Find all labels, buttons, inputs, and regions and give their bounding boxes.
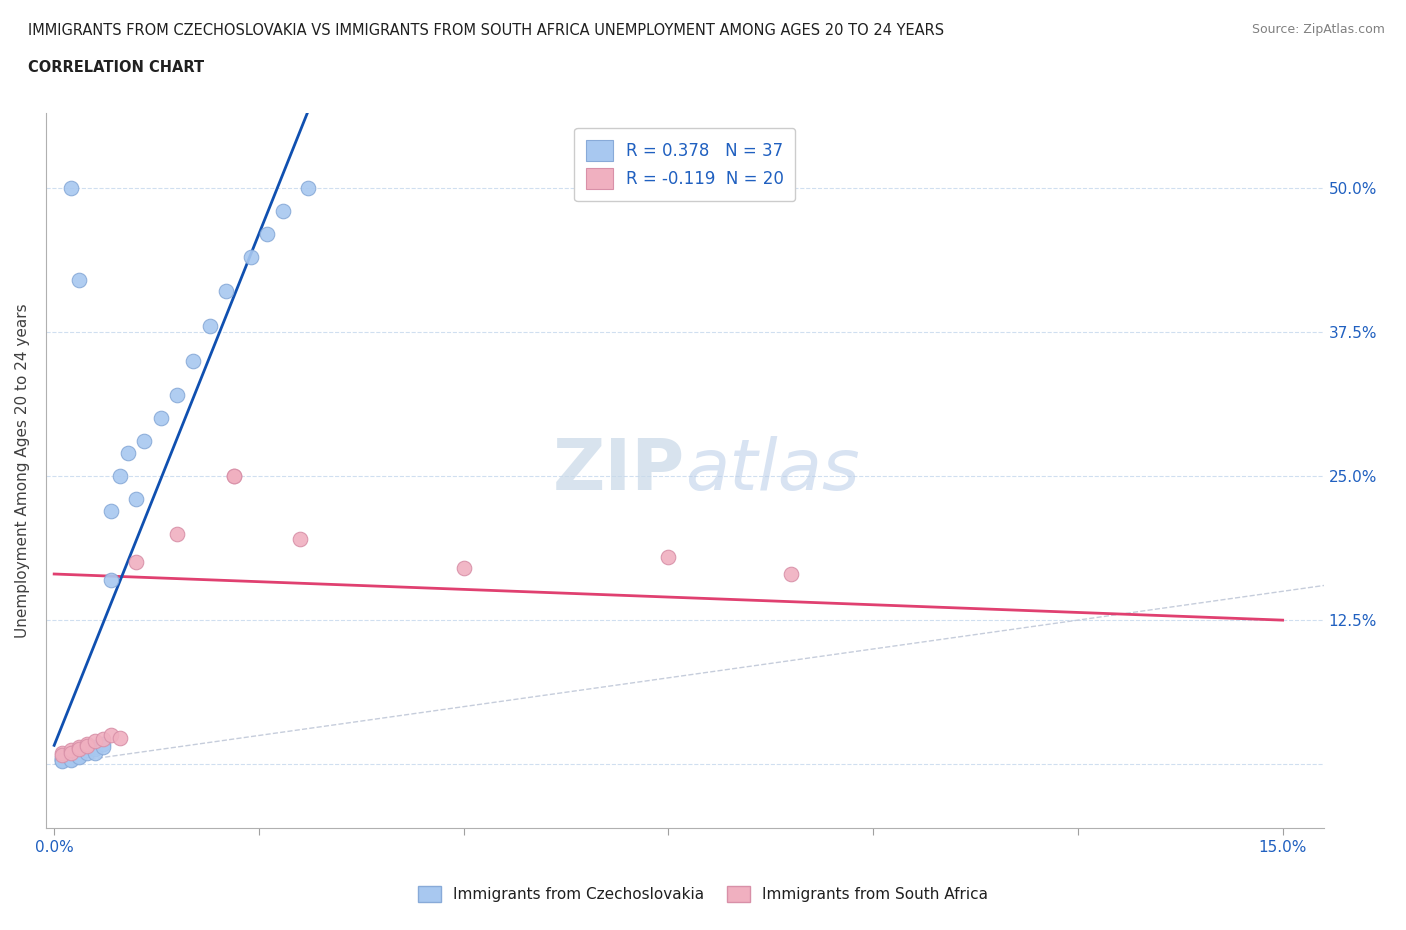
- Point: [108, 469, 131, 484]
- Point: [183, 353, 205, 368]
- Point: [100, 728, 122, 743]
- Text: CORRELATION CHART: CORRELATION CHART: [28, 60, 204, 75]
- Point: [453, 561, 475, 576]
- Point: [51, 745, 73, 760]
- Point: [84, 742, 107, 757]
- Point: [76, 743, 98, 758]
- Point: [51, 748, 73, 763]
- Point: [256, 226, 278, 241]
- Point: [67, 749, 90, 764]
- Point: [100, 503, 122, 518]
- Point: [76, 745, 98, 760]
- Point: [59, 745, 82, 760]
- Point: [224, 469, 246, 484]
- Point: [215, 284, 238, 299]
- Point: [91, 739, 114, 754]
- Point: [59, 749, 82, 764]
- Point: [239, 249, 262, 264]
- Point: [108, 730, 131, 745]
- Point: [59, 743, 82, 758]
- Point: [76, 738, 98, 753]
- Legend: R = 0.378   N = 37, R = -0.119  N = 20: R = 0.378 N = 37, R = -0.119 N = 20: [574, 128, 796, 201]
- Point: [780, 566, 803, 581]
- Point: [288, 532, 311, 547]
- Point: [117, 445, 139, 460]
- Point: [51, 752, 73, 767]
- Point: [91, 732, 114, 747]
- Point: [166, 388, 188, 403]
- Point: [84, 745, 107, 760]
- Point: [67, 748, 90, 763]
- Point: [59, 750, 82, 764]
- Point: [149, 411, 172, 426]
- Point: [657, 550, 679, 565]
- Point: [198, 319, 221, 334]
- Point: [84, 739, 107, 754]
- Legend: Immigrants from Czechoslovakia, Immigrants from South Africa: Immigrants from Czechoslovakia, Immigran…: [412, 880, 994, 909]
- Point: [125, 492, 148, 507]
- Point: [125, 555, 148, 570]
- Point: [67, 272, 90, 287]
- Point: [224, 469, 246, 484]
- Point: [67, 745, 90, 760]
- Text: IMMIGRANTS FROM CZECHOSLOVAKIA VS IMMIGRANTS FROM SOUTH AFRICA UNEMPLOYMENT AMON: IMMIGRANTS FROM CZECHOSLOVAKIA VS IMMIGR…: [28, 23, 945, 38]
- Point: [273, 204, 295, 219]
- Text: atlas: atlas: [685, 435, 859, 505]
- Point: [67, 750, 90, 764]
- Point: [59, 748, 82, 763]
- Point: [67, 742, 90, 757]
- Point: [166, 526, 188, 541]
- Point: [51, 751, 73, 766]
- Point: [84, 734, 107, 749]
- Point: [59, 752, 82, 767]
- Point: [51, 750, 73, 764]
- Point: [67, 739, 90, 754]
- Point: [91, 737, 114, 751]
- Point: [59, 180, 82, 195]
- Y-axis label: Unemployment Among Ages 20 to 24 years: Unemployment Among Ages 20 to 24 years: [15, 303, 30, 637]
- Text: ZIP: ZIP: [553, 435, 685, 505]
- Point: [100, 572, 122, 587]
- Point: [134, 434, 156, 449]
- Text: Source: ZipAtlas.com: Source: ZipAtlas.com: [1251, 23, 1385, 36]
- Point: [51, 753, 73, 768]
- Point: [76, 737, 98, 751]
- Point: [59, 751, 82, 766]
- Point: [297, 180, 319, 195]
